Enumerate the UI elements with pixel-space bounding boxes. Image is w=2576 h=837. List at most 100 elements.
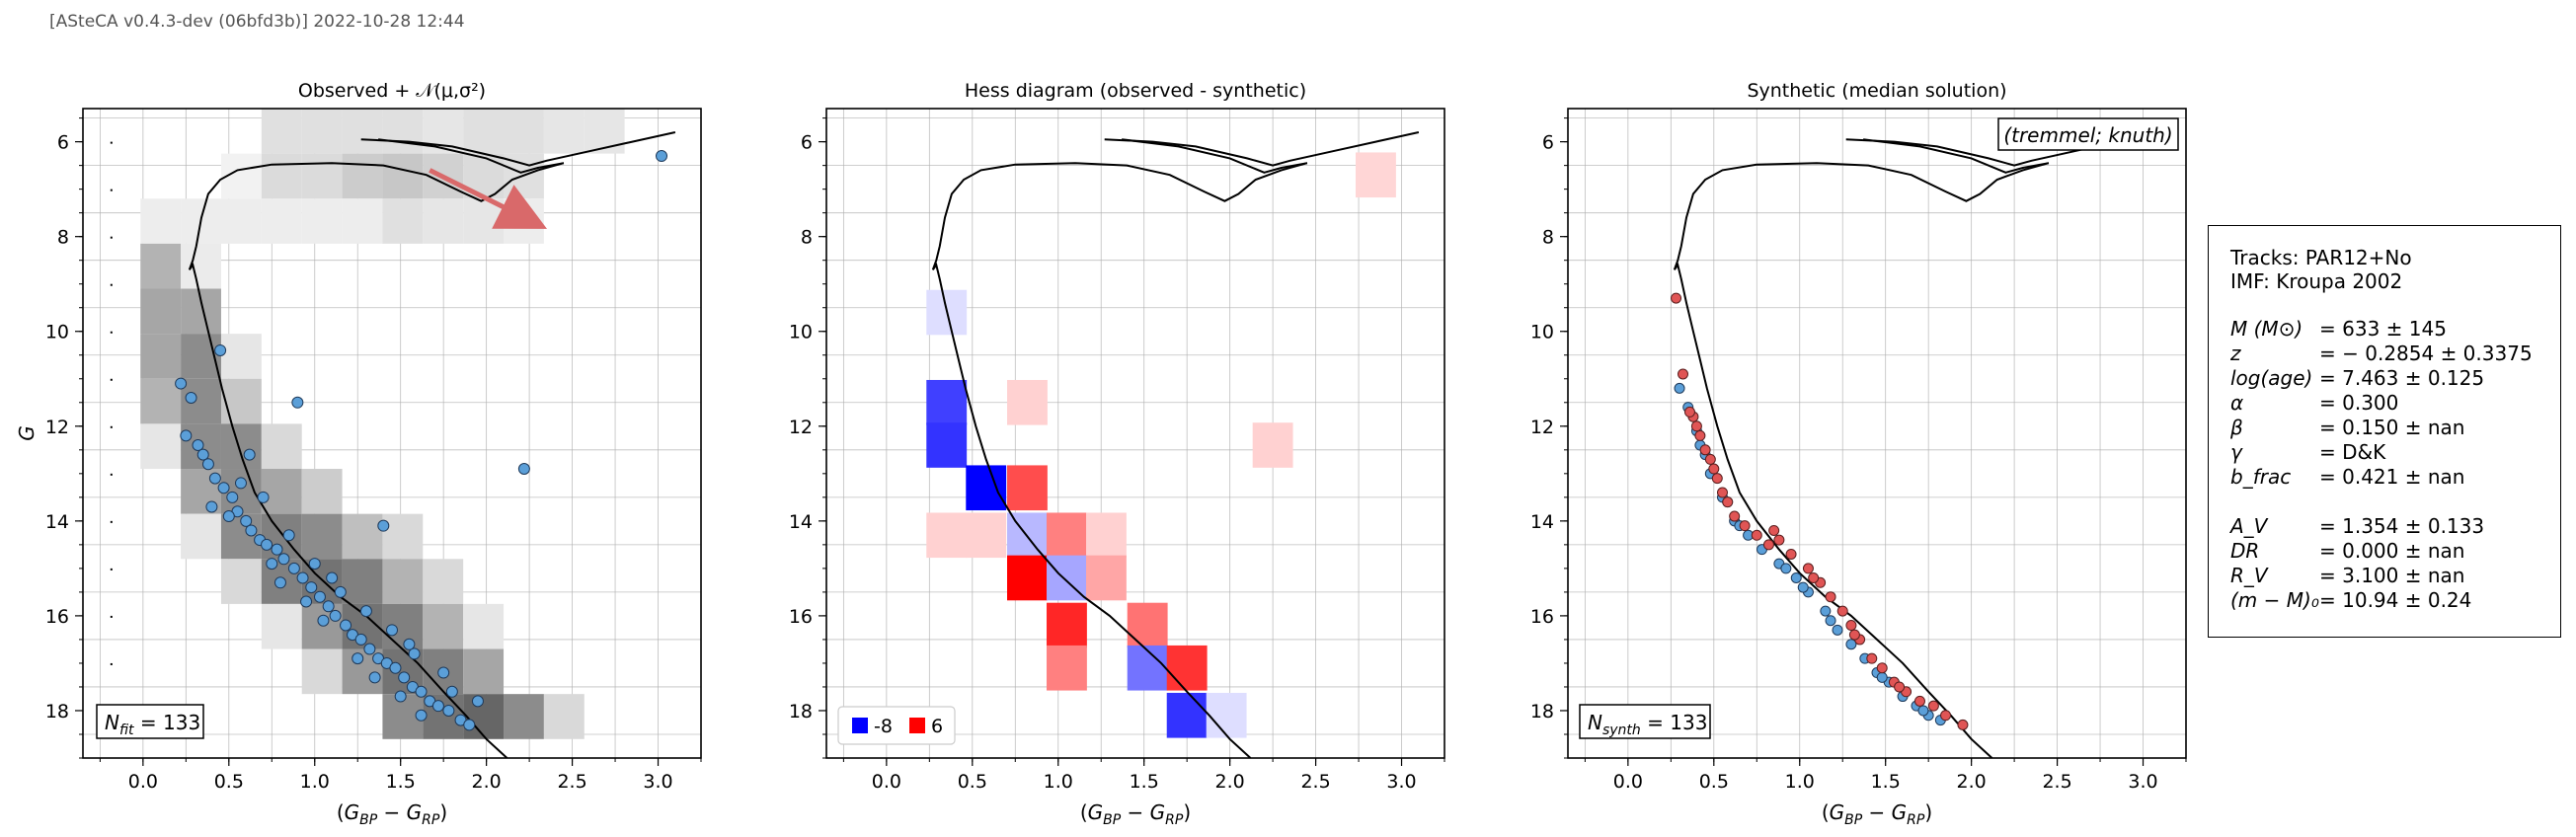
star-point xyxy=(354,633,367,646)
star-point xyxy=(415,709,428,722)
synthetic-point-red xyxy=(1768,524,1780,536)
star-point xyxy=(322,600,335,613)
edge-marker xyxy=(110,378,113,381)
hess-cell xyxy=(1127,645,1168,691)
hess-cell xyxy=(1166,692,1208,738)
synthetic-point-red xyxy=(1683,406,1695,418)
x-tick-label: 1.5 xyxy=(1130,771,1159,793)
axes-frame xyxy=(825,108,1445,759)
legend-frame xyxy=(837,706,956,745)
star-point xyxy=(291,396,304,409)
parameters-box: Tracks: PAR12+No IMF: Kroupa 2002 M (M⊙)… xyxy=(2208,225,2561,638)
star-point xyxy=(226,491,239,503)
synthetic-point-blue xyxy=(1832,624,1843,636)
axes-frame xyxy=(82,108,702,759)
x-tick-label: 1.0 xyxy=(1044,771,1073,793)
plot-area xyxy=(826,109,1444,758)
star-point xyxy=(257,491,270,503)
star-point xyxy=(273,576,286,589)
x-tick-label: 2.5 xyxy=(557,771,586,793)
nsynth-annotation: Nsynth = 133 xyxy=(1588,711,1707,738)
synthetic-point-red xyxy=(1940,710,1952,722)
density-bin xyxy=(342,559,383,604)
star-point xyxy=(437,666,450,679)
synthetic-point-red xyxy=(1729,510,1741,522)
density-bin xyxy=(423,559,464,604)
star-point xyxy=(389,661,402,674)
star-point xyxy=(205,500,218,513)
y-tick-label: 6 xyxy=(1542,132,1554,154)
y-tick-label: 10 xyxy=(45,322,69,343)
star-point xyxy=(398,671,411,684)
star-point xyxy=(368,671,381,684)
param-value: = − 0.2854 ± 0.3375 xyxy=(2319,342,2533,365)
synthetic-point-red xyxy=(1866,652,1878,664)
y-axis-label: G xyxy=(15,425,39,441)
param-label: (m − M)₀ xyxy=(2230,588,2319,612)
hess-cell xyxy=(926,422,968,468)
synthetic-point-blue xyxy=(1917,705,1929,717)
synthetic-point-red xyxy=(1808,571,1820,583)
density-bin xyxy=(301,648,343,695)
star-point xyxy=(326,571,339,584)
density-bin xyxy=(301,469,343,514)
density-bin xyxy=(463,648,505,695)
star-point xyxy=(442,704,455,717)
param-label: β xyxy=(2230,416,2243,439)
density-bin xyxy=(140,243,182,289)
edge-marker xyxy=(110,141,113,144)
y-tick-label: 12 xyxy=(45,417,69,438)
star-point xyxy=(271,543,283,556)
star-point xyxy=(445,685,458,698)
star-point xyxy=(175,377,188,390)
param-value: = 3.100 ± nan xyxy=(2319,564,2465,587)
star-point xyxy=(208,472,221,485)
star-point xyxy=(185,391,197,404)
y-tick-label: 10 xyxy=(789,322,813,343)
hess-cell xyxy=(1047,645,1087,691)
x-tick-label: 2.5 xyxy=(2042,771,2071,793)
density-bin xyxy=(423,603,464,649)
synthetic-point-red xyxy=(1957,719,1969,730)
star-point xyxy=(656,150,668,163)
density-bin xyxy=(220,423,262,470)
density-bin xyxy=(261,109,302,154)
synthetic-point-red xyxy=(1711,473,1723,485)
edge-marker xyxy=(110,662,113,665)
edge-marker xyxy=(110,425,113,428)
panel-3: 0.0 0.5 1.0 1.5 2.0 2.5 3.0 6 8 10 12 14 16 18 Synthet… xyxy=(1530,80,2187,828)
param-value: = 1.354 ± 0.133 xyxy=(2319,514,2485,538)
synthetic-point-red xyxy=(1894,681,1906,693)
star-point xyxy=(245,524,258,537)
param-value: = 0.150 ± nan xyxy=(2319,416,2465,439)
chart-title: Hess diagram (observed - synthetic) xyxy=(965,80,1306,102)
star-point xyxy=(431,700,444,713)
synthetic-point-red xyxy=(1694,429,1706,441)
star-point xyxy=(201,458,214,471)
y-tick-label: 6 xyxy=(801,132,813,154)
panel-1: 0.0 0.5 1.0 1.5 2.0 2.5 3.0 6 8 10 12 14 16 18 Observe… xyxy=(15,80,702,828)
star-point xyxy=(363,643,376,655)
method-box: (tremmel; knuth) xyxy=(1997,117,2179,151)
param-label: z xyxy=(2230,342,2241,365)
x-tick-label: 0.0 xyxy=(1613,771,1643,793)
app-header: [ASteCA v0.4.3-dev (06bfd3b)] 2022-10-28… xyxy=(49,12,465,32)
isochrone-line xyxy=(1121,138,1308,174)
star-point xyxy=(305,581,318,594)
tracks-label: Tracks: PAR12+No xyxy=(2230,246,2412,269)
density-bin xyxy=(463,109,505,154)
isochrone-line xyxy=(1862,138,2050,174)
panel-2: 0.0 0.5 1.0 1.5 2.0 2.5 3.0 6 8 10 12 14 16 18 Hess di… xyxy=(789,80,1445,828)
star-point xyxy=(180,429,193,442)
star-point xyxy=(192,439,204,452)
synthetic-point-blue xyxy=(1797,581,1809,593)
synthetic-point-blue xyxy=(1790,571,1802,583)
edge-marker xyxy=(110,236,113,239)
density-bin xyxy=(382,198,424,244)
density-bin xyxy=(261,469,302,514)
density-bin xyxy=(382,109,424,154)
chart-title: Observed + 𝒩(μ,σ²) xyxy=(298,80,486,102)
density-bin xyxy=(140,334,182,379)
star-point xyxy=(377,519,390,532)
